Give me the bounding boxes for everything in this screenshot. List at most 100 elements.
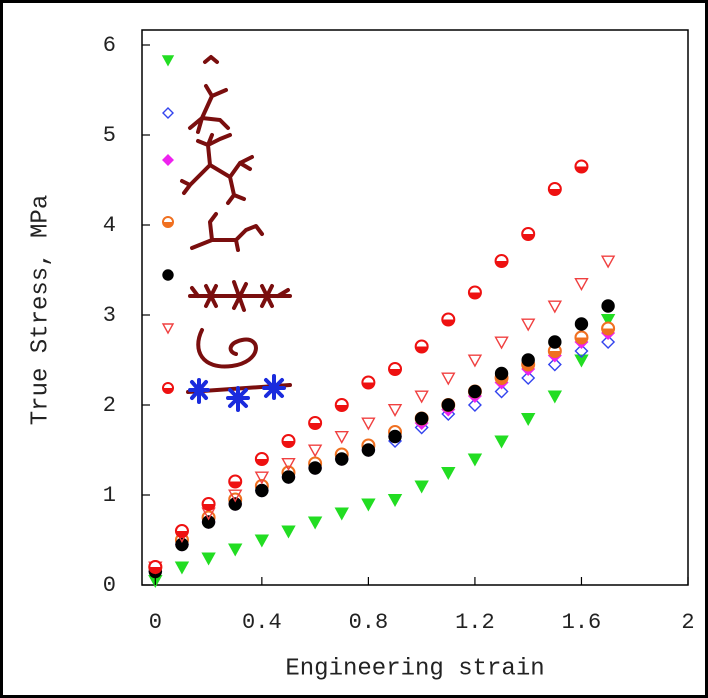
point-half bbox=[495, 261, 508, 267]
point bbox=[254, 471, 270, 485]
point bbox=[600, 255, 616, 269]
point bbox=[441, 372, 456, 386]
legend bbox=[161, 55, 292, 412]
point bbox=[148, 560, 163, 574]
point-half bbox=[163, 222, 173, 227]
point-half bbox=[602, 328, 615, 335]
point-half bbox=[282, 441, 295, 447]
y-tick-label: 0 bbox=[103, 573, 116, 598]
point bbox=[281, 458, 296, 471]
series-layer bbox=[148, 159, 616, 588]
legend-marker bbox=[162, 382, 174, 394]
point bbox=[574, 354, 589, 368]
point-half bbox=[468, 292, 481, 299]
point bbox=[361, 443, 376, 457]
y-tick-label: 4 bbox=[103, 213, 116, 238]
point bbox=[361, 498, 376, 512]
point bbox=[521, 227, 536, 241]
point bbox=[388, 429, 402, 444]
point bbox=[521, 318, 536, 332]
point-half bbox=[442, 319, 455, 326]
y-tick-label: 3 bbox=[103, 303, 116, 328]
legend-marker bbox=[162, 269, 174, 281]
point bbox=[334, 431, 349, 444]
point-half bbox=[575, 337, 588, 344]
x-tick-label: 2 bbox=[681, 610, 694, 635]
point bbox=[228, 474, 243, 489]
point bbox=[521, 413, 536, 426]
point bbox=[601, 299, 615, 313]
point-half bbox=[362, 382, 375, 389]
point bbox=[547, 182, 562, 196]
point bbox=[467, 354, 483, 368]
point bbox=[494, 384, 509, 399]
point bbox=[414, 390, 429, 404]
point bbox=[307, 444, 323, 458]
point-half bbox=[255, 459, 268, 465]
y-tick-label: 5 bbox=[103, 123, 116, 148]
point-half bbox=[548, 189, 561, 195]
point bbox=[308, 416, 323, 430]
point-half bbox=[163, 388, 173, 393]
point bbox=[254, 452, 269, 466]
point bbox=[175, 537, 189, 552]
point bbox=[494, 254, 509, 268]
point bbox=[574, 344, 589, 358]
point bbox=[307, 516, 323, 530]
point bbox=[548, 335, 562, 349]
point bbox=[414, 411, 429, 426]
series bbox=[148, 299, 615, 579]
legend-icon bbox=[190, 212, 264, 252]
point bbox=[388, 362, 403, 376]
point bbox=[547, 390, 563, 404]
x-tick-label: 0 bbox=[149, 610, 162, 635]
point bbox=[201, 552, 216, 566]
point bbox=[201, 515, 216, 529]
point bbox=[308, 461, 322, 475]
point bbox=[468, 384, 482, 399]
point bbox=[281, 525, 296, 539]
point bbox=[335, 452, 349, 466]
legend-marker bbox=[162, 216, 174, 228]
point bbox=[254, 534, 270, 548]
legend-icon bbox=[186, 374, 292, 412]
series bbox=[148, 314, 616, 588]
y-tick-label: 2 bbox=[103, 393, 116, 418]
point-half bbox=[202, 504, 215, 510]
point bbox=[387, 494, 403, 507]
point bbox=[601, 335, 616, 349]
point bbox=[201, 497, 216, 511]
x-tick-label: 0.8 bbox=[349, 610, 389, 635]
point bbox=[574, 278, 589, 291]
x-axis-label: Engineering strain bbox=[285, 655, 544, 682]
y-tick-label: 6 bbox=[103, 33, 116, 58]
point bbox=[228, 497, 242, 511]
point bbox=[600, 314, 616, 327]
point-half bbox=[495, 378, 508, 384]
legend-marker bbox=[161, 55, 175, 67]
point bbox=[281, 434, 296, 448]
point bbox=[414, 339, 429, 354]
point-half bbox=[548, 351, 561, 357]
point-half bbox=[335, 405, 348, 411]
legend-icon bbox=[203, 55, 219, 64]
point bbox=[255, 483, 269, 498]
point bbox=[441, 467, 456, 480]
legend-marker bbox=[162, 154, 174, 166]
point bbox=[334, 507, 349, 521]
x-tick-label: 1.2 bbox=[455, 610, 495, 635]
legend-marker bbox=[161, 323, 175, 335]
y-axis-label: True Stress, MPa bbox=[27, 195, 54, 425]
point bbox=[467, 398, 482, 412]
legend-icon bbox=[180, 133, 254, 205]
point-half bbox=[389, 369, 402, 375]
point bbox=[547, 300, 563, 314]
x-tick-label: 1.6 bbox=[562, 610, 602, 635]
point bbox=[574, 330, 589, 345]
point bbox=[174, 561, 190, 575]
point bbox=[174, 524, 189, 538]
series bbox=[148, 159, 589, 574]
point bbox=[601, 321, 616, 336]
point-half bbox=[575, 166, 588, 173]
